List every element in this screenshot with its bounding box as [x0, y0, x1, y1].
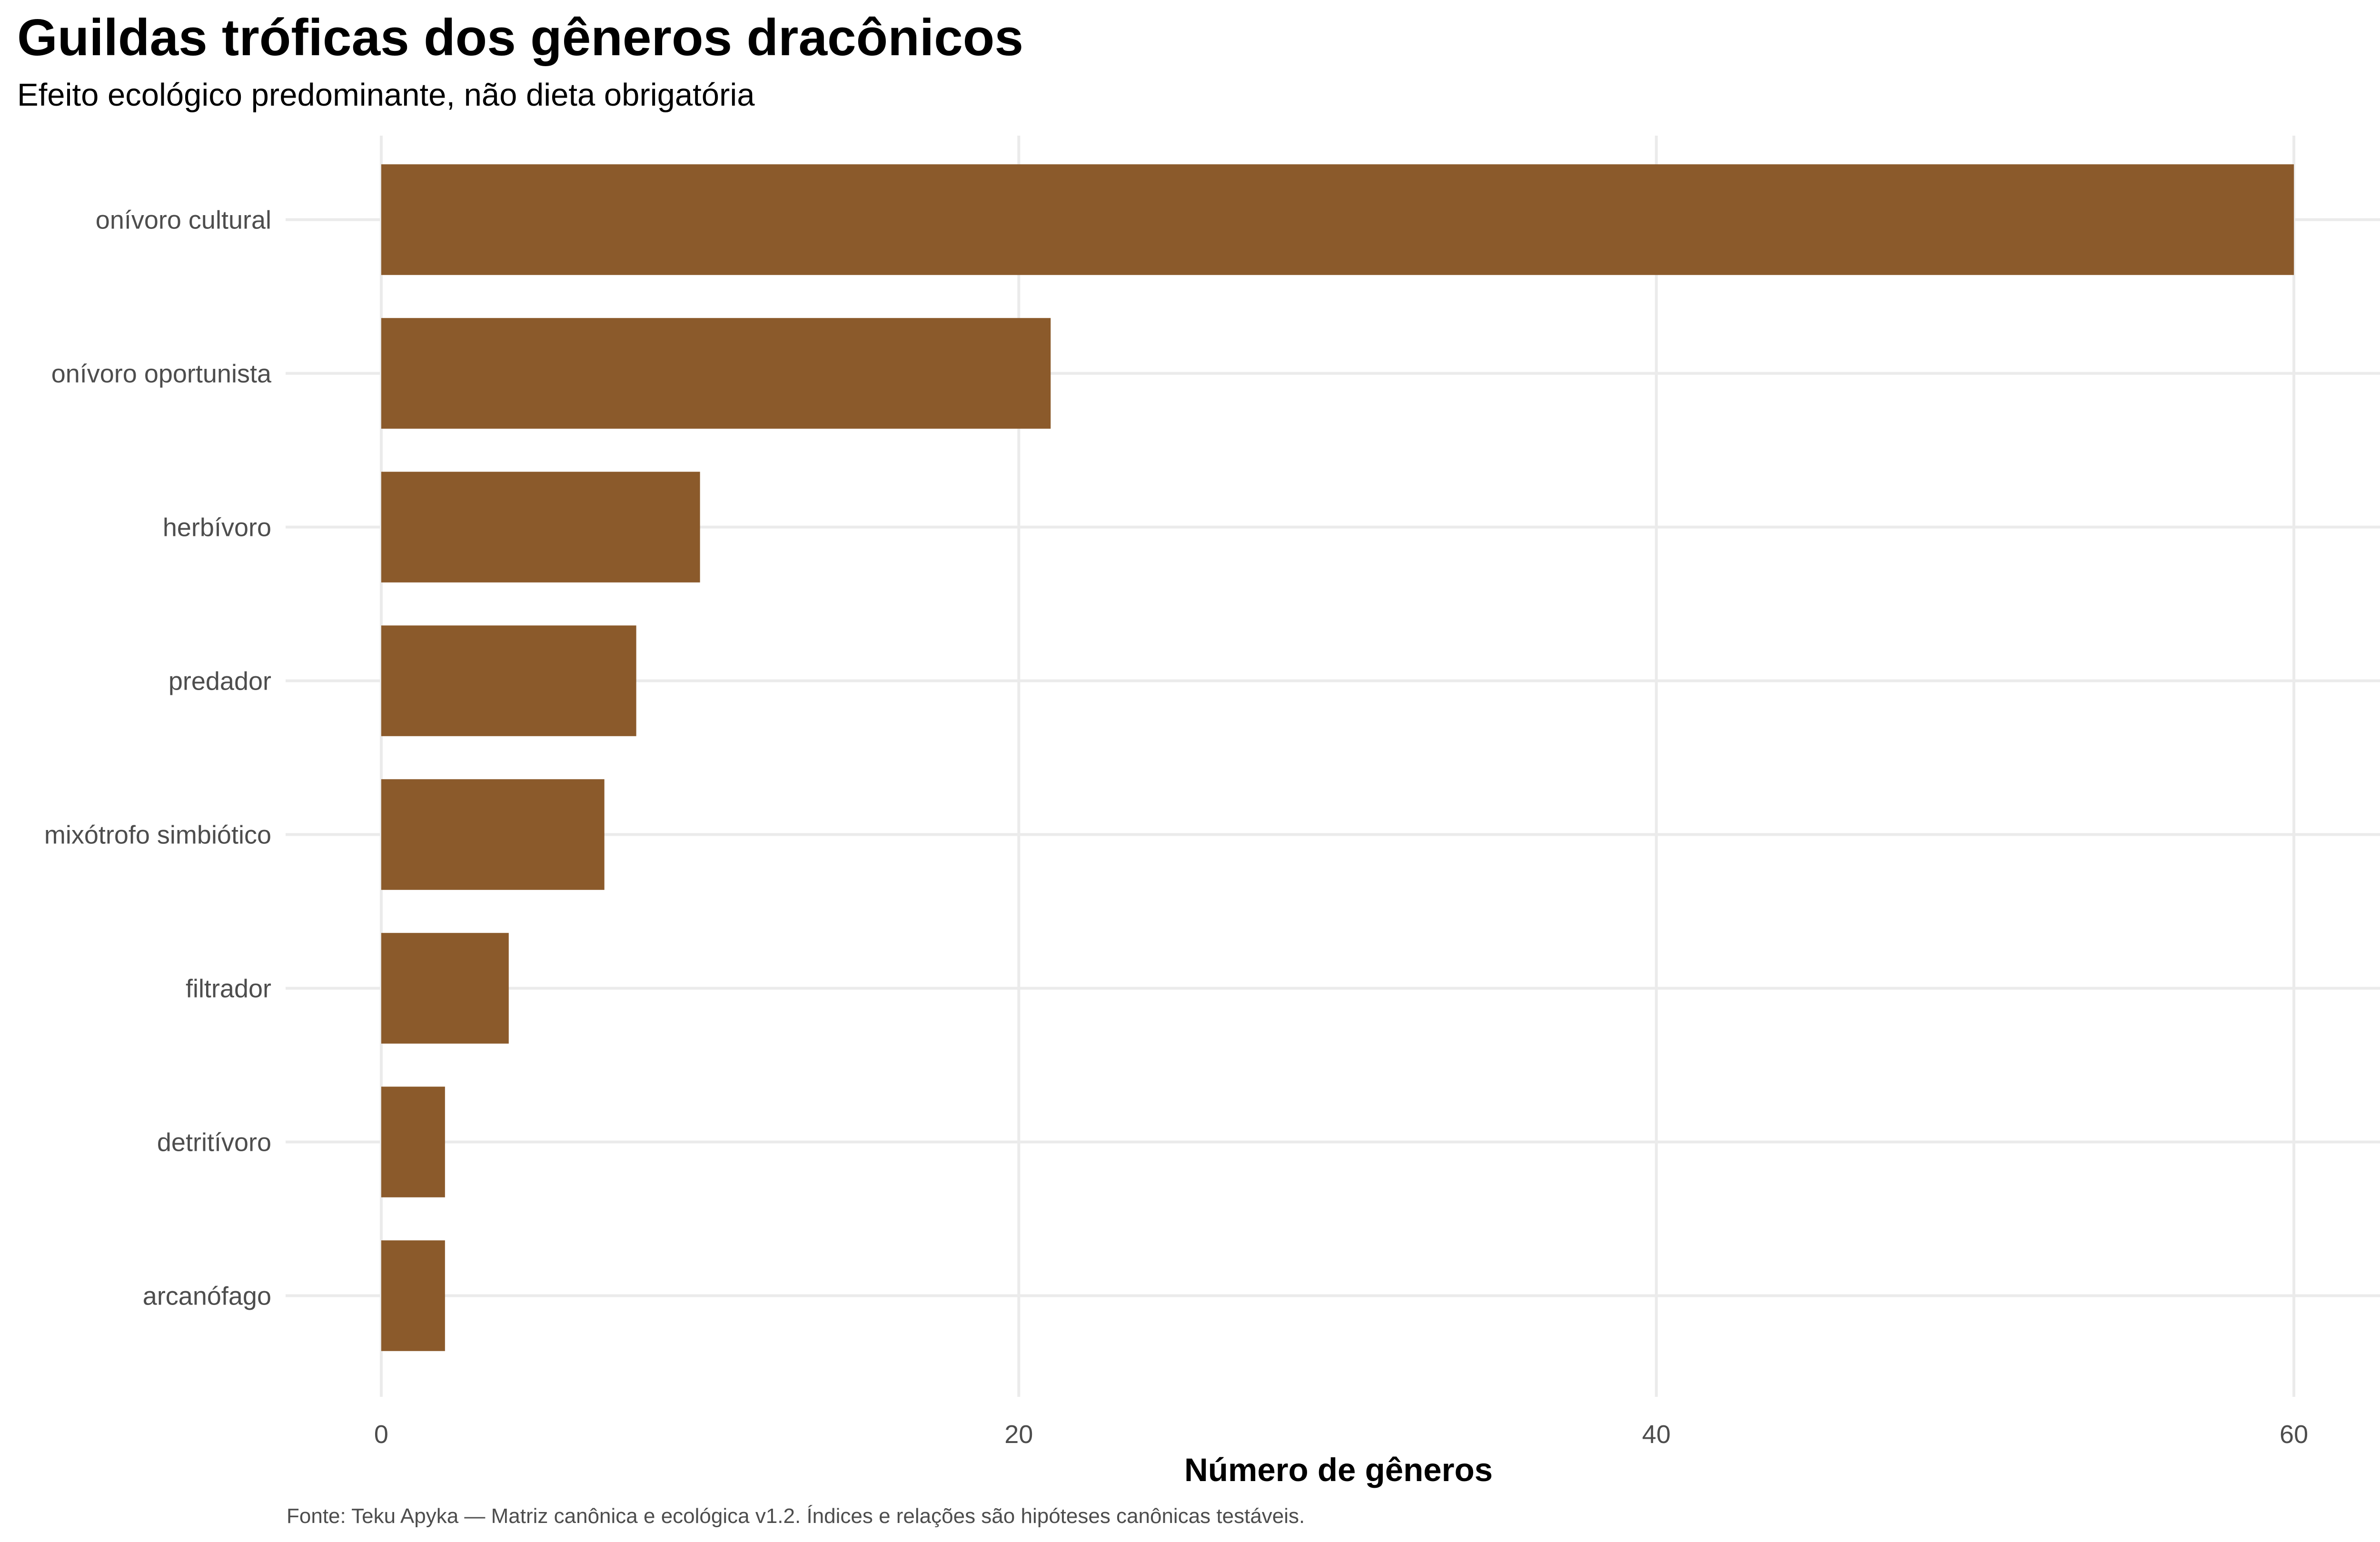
x-axis-tick-labels: 0 20 40 60: [374, 1420, 2308, 1449]
chart-caption: Fonte: Teku Apyka — Matriz canônica e ec…: [287, 1504, 1305, 1528]
bar: [381, 933, 509, 1044]
bar: [381, 164, 2294, 275]
y-tick-label: onívoro cultural: [96, 206, 271, 235]
bar: [381, 318, 1051, 429]
x-axis-label: Número de gêneros: [1184, 1452, 1493, 1488]
y-tick-label: filtrador: [186, 975, 271, 1003]
y-tick-label: onívoro oportunista: [51, 360, 272, 388]
x-tick-label: 20: [1004, 1420, 1033, 1449]
y-tick-label: mixótrofo simbiótico: [44, 821, 271, 850]
y-tick-label: herbívoro: [163, 514, 271, 542]
y-axis-tick-labels: onívoro cultural onívoro oportunista herbí…: [44, 206, 272, 1311]
chart-title: Guildas tróficas dos gêneros dracônicos: [17, 9, 1023, 67]
chart-subtitle: Efeito ecológico predominante, não dieta…: [17, 77, 755, 113]
bar: [381, 779, 605, 890]
bars: [381, 164, 2294, 1351]
bar: [381, 1087, 445, 1197]
bar: [381, 1240, 445, 1351]
x-tick-label: 60: [2280, 1420, 2308, 1449]
y-tick-label: arcanófago: [143, 1282, 271, 1311]
y-tick-label: predador: [169, 667, 271, 696]
y-tick-label: detritívoro: [157, 1128, 271, 1157]
bar: [381, 472, 700, 583]
bar: [381, 625, 636, 736]
x-tick-label: 40: [1642, 1420, 1671, 1449]
x-tick-label: 0: [374, 1420, 388, 1449]
